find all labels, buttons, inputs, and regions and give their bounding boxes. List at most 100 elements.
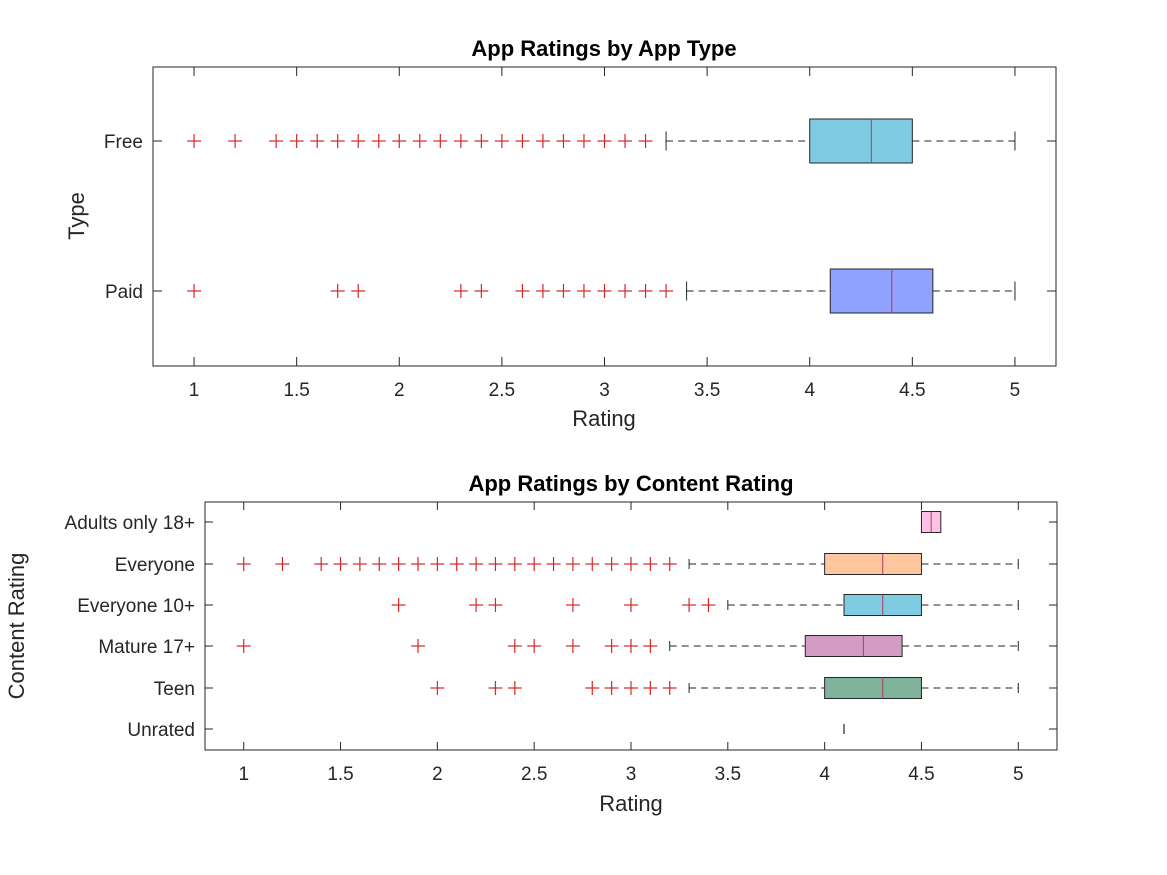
x-tick-label: 3: [626, 764, 637, 785]
outlier-marker: [488, 557, 503, 571]
outlier-marker: [228, 134, 243, 148]
outlier-marker: [546, 557, 561, 571]
box-iqr: [809, 118, 913, 164]
outlier-marker: [351, 134, 366, 148]
outlier-marker: [391, 557, 406, 571]
outlier-marker: [488, 598, 503, 612]
outlier-marker: [372, 557, 387, 571]
x-tick-label: 3.5: [694, 380, 720, 401]
outlier-marker: [565, 557, 580, 571]
outlier-marker: [624, 598, 638, 612]
outlier-marker: [412, 134, 427, 148]
outlier-marker: [391, 598, 406, 612]
axes-frame: [152, 66, 1057, 367]
outlier-marker: [565, 598, 580, 612]
outlier-marker: [352, 557, 367, 571]
outlier-marker: [659, 284, 674, 298]
outlier-marker: [330, 284, 345, 298]
y-tick-label: Paid: [105, 282, 143, 303]
x-tick-label: 4.5: [908, 764, 934, 785]
outlier-marker: [449, 557, 464, 571]
outlier-marker: [453, 134, 468, 148]
y-tick-label: Mature 17+: [98, 637, 195, 658]
outlier-marker: [556, 284, 571, 298]
outlier-marker: [269, 134, 284, 148]
outlier-marker: [643, 681, 658, 695]
outlier-marker: [618, 134, 633, 148]
outlier-marker: [411, 639, 425, 653]
box-everyone-10-: [391, 594, 1019, 616]
outlier-marker: [453, 284, 468, 298]
y-tick-label: Unrated: [127, 720, 195, 741]
outlier-marker: [289, 134, 304, 148]
outlier-marker: [310, 134, 325, 148]
outlier-marker: [624, 557, 638, 571]
x-tick-label: 1.5: [283, 380, 309, 401]
box-paid: [187, 268, 1016, 314]
outlier-marker: [604, 557, 619, 571]
outlier-marker: [565, 639, 580, 653]
outlier-marker: [585, 557, 600, 571]
outlier-marker: [604, 681, 619, 695]
outlier-marker: [662, 681, 677, 695]
x-tick-label: 4: [804, 380, 815, 401]
outlier-marker: [515, 284, 530, 298]
axes-frame: [204, 501, 1058, 751]
y-axis-label: Content Rating: [4, 553, 29, 700]
outlier-marker: [474, 134, 489, 148]
outlier-marker: [527, 557, 542, 571]
x-tick-label: 2.5: [489, 380, 515, 401]
outlier-marker: [433, 134, 448, 148]
y-tick-label: Teen: [154, 679, 195, 700]
outlier-marker: [682, 598, 697, 612]
outlier-marker: [585, 681, 600, 695]
outlier-marker: [597, 134, 612, 148]
subplot-content-rating: App Ratings by Content Rating Rating Con…: [4, 471, 1058, 816]
outlier-marker: [507, 681, 522, 695]
y-tick-label: Everyone 10+: [77, 596, 195, 617]
outlier-marker: [333, 557, 348, 571]
x-tick-label: 4.5: [899, 380, 925, 401]
box-iqr: [824, 677, 922, 699]
box-teen: [430, 677, 1019, 699]
outlier-marker: [662, 557, 677, 571]
x-tick-label: 5: [1010, 380, 1021, 401]
outlier-marker: [597, 284, 612, 298]
x-axis-label: Rating: [599, 791, 663, 816]
outlier-marker: [275, 557, 290, 571]
outlier-marker: [638, 284, 653, 298]
outlier-marker: [576, 284, 591, 298]
subplot-app-type: App Ratings by App Type Rating Type 1 1.5…: [64, 36, 1057, 431]
y-tick-label: Free: [104, 132, 143, 153]
y-tick-label: Adults only 18+: [65, 513, 195, 534]
outlier-marker: [618, 284, 633, 298]
box-iqr: [829, 268, 934, 314]
outlier-marker: [624, 639, 638, 653]
chart-title: App Ratings by App Type: [471, 36, 736, 61]
x-tick-label: 1.5: [327, 764, 353, 785]
outlier-marker: [701, 598, 716, 612]
x-tick-label: 2.5: [521, 764, 547, 785]
x-tick-label: 3: [599, 380, 610, 401]
x-tick-label: 2: [394, 380, 405, 401]
outlier-marker: [469, 557, 484, 571]
outlier-marker: [515, 134, 530, 148]
y-axis-label: Type: [64, 192, 89, 240]
outlier-marker: [494, 134, 509, 148]
x-tick-label: 5: [1013, 764, 1024, 785]
outlier-marker: [351, 284, 366, 298]
box-free: [187, 118, 1016, 164]
x-tick-label: 2: [432, 764, 443, 785]
box-iqr: [804, 635, 903, 657]
outlier-marker: [643, 639, 658, 653]
outlier-marker: [535, 134, 550, 148]
outlier-marker: [638, 134, 653, 148]
outlier-marker: [488, 681, 503, 695]
outlier-marker: [527, 639, 542, 653]
outlier-marker: [474, 284, 489, 298]
box-everyone: [236, 553, 1019, 575]
x-tick-label: 1: [238, 764, 249, 785]
outlier-marker: [371, 134, 386, 148]
outlier-marker: [430, 681, 445, 695]
